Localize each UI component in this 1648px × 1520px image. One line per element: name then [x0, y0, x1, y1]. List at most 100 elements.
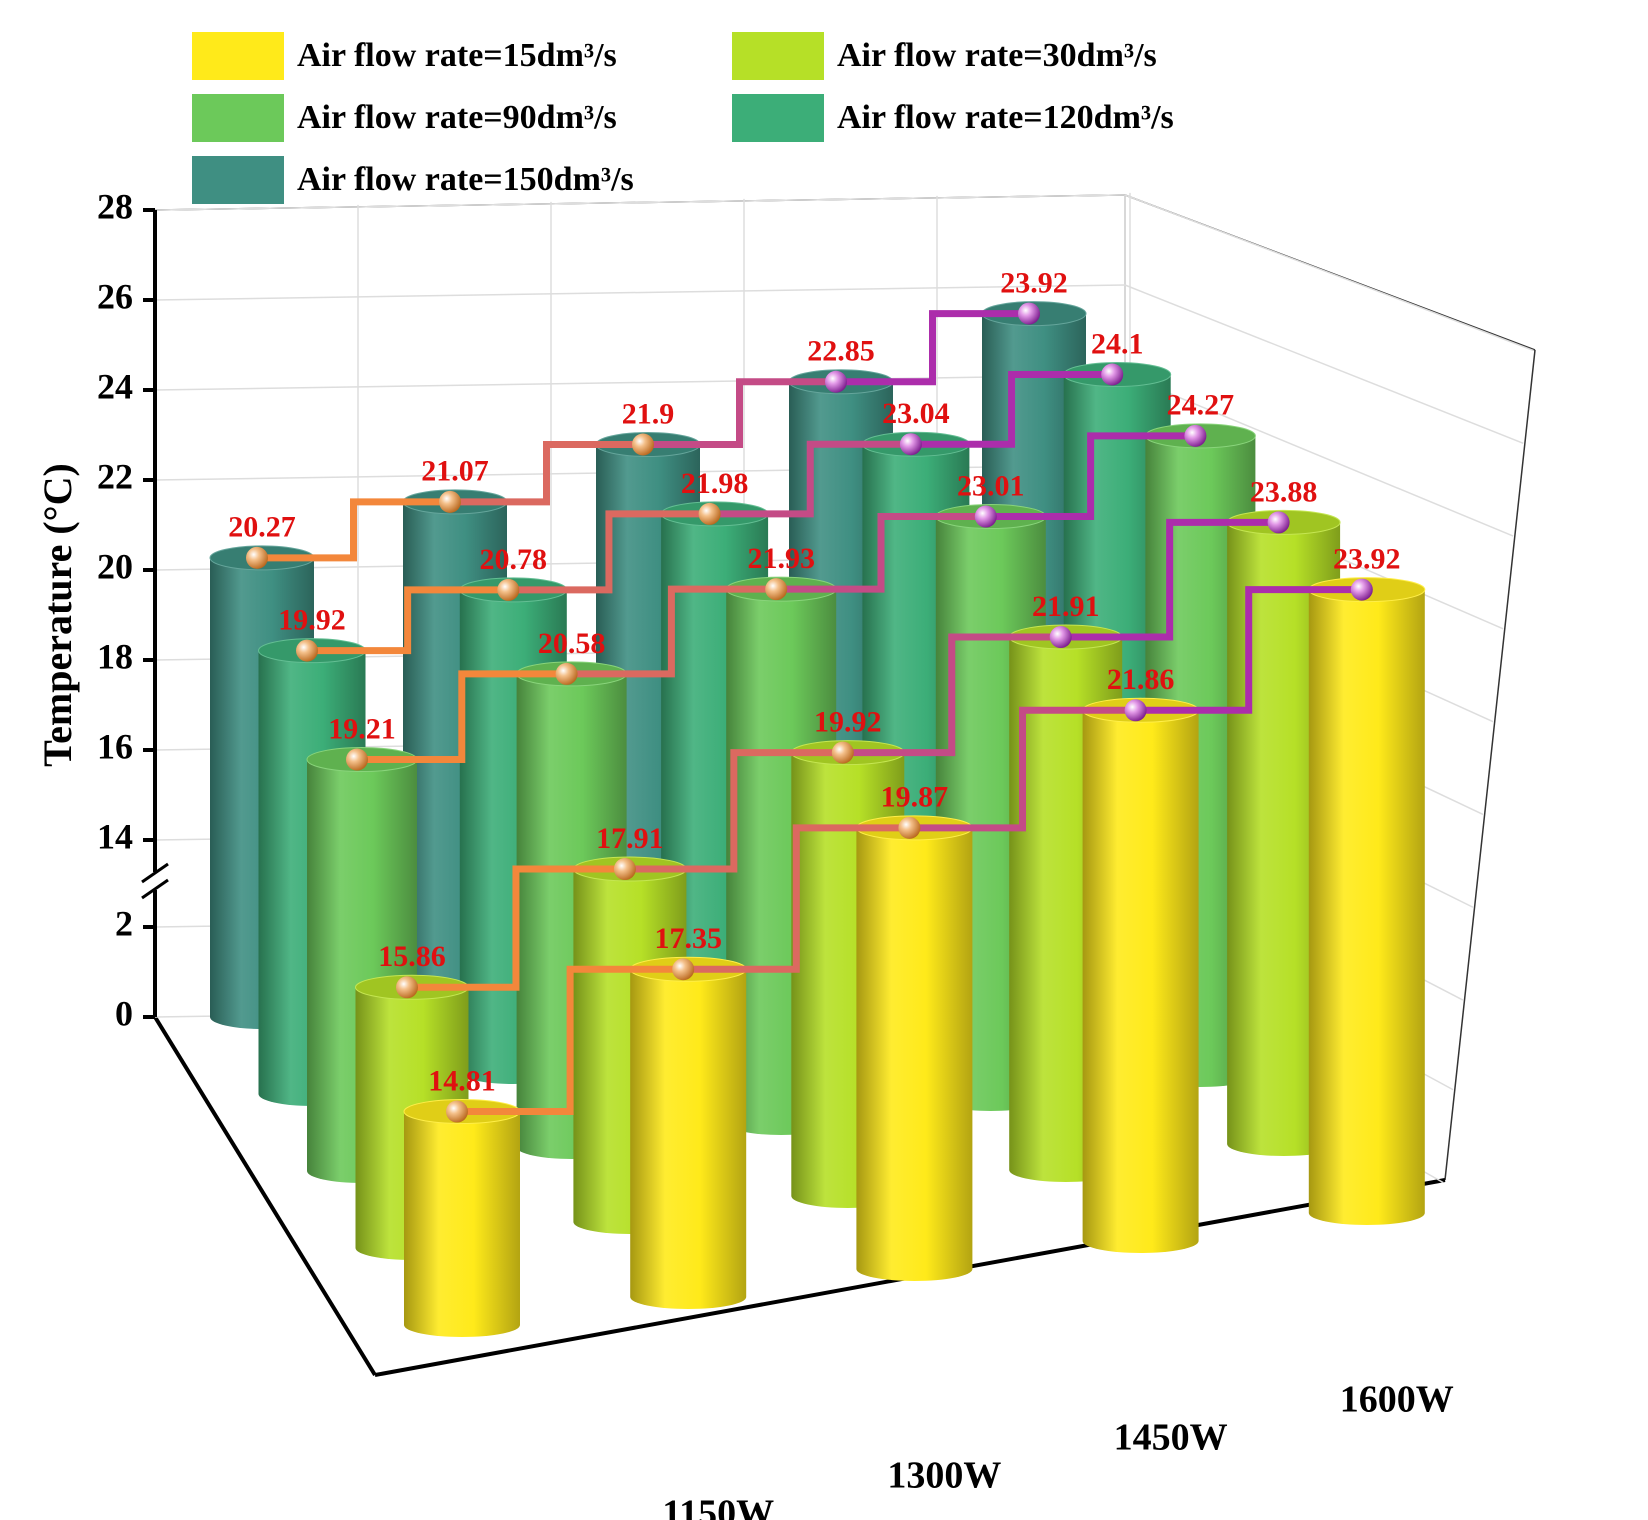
legend-swatch — [732, 94, 824, 142]
data-label: 19.92 — [278, 603, 346, 636]
y-ticks: 0 2 14 16 18 20 22 24 26 28 — [97, 186, 155, 1033]
legend: Air flow rate=15dm³/s Air flow rate=30dm³… — [192, 32, 1174, 204]
y-tick-label: 18 — [97, 636, 133, 676]
cylinder-body — [856, 827, 973, 1281]
marker — [396, 976, 418, 999]
cylinder-body — [1082, 710, 1199, 1253]
data-label: 19.92 — [814, 705, 882, 738]
step-line — [985, 432, 1196, 521]
data-label: 15.86 — [378, 940, 446, 973]
data-label: 21.9 — [622, 397, 675, 430]
x-tick-label: 1300W — [887, 1455, 1001, 1497]
y-tick-label: 16 — [97, 726, 133, 766]
marker — [346, 748, 368, 771]
cylinder-body — [1308, 589, 1425, 1225]
step-line — [357, 670, 567, 764]
marker — [497, 578, 520, 601]
data-label: 23.04 — [882, 397, 950, 430]
grid-line — [154, 194, 1126, 211]
marker — [974, 505, 997, 528]
step-line — [909, 706, 1136, 832]
data-label: 21.91 — [1032, 590, 1100, 623]
marker — [765, 578, 788, 601]
legend-label: Air flow rate=30dm³/s — [837, 37, 1157, 74]
marker — [831, 741, 854, 764]
step-line — [257, 498, 450, 562]
marker — [899, 433, 922, 456]
marker — [1124, 699, 1147, 722]
step-line — [457, 965, 684, 1116]
step-line — [307, 586, 509, 655]
cylinder-body — [404, 1111, 520, 1337]
data-label: 23.92 — [1000, 266, 1068, 299]
y-tick-label: 28 — [97, 186, 133, 226]
step-line — [643, 378, 836, 448]
marker — [296, 639, 318, 662]
y-axis — [141, 210, 169, 1017]
marker — [555, 662, 578, 685]
y-tick-label: 22 — [97, 456, 133, 496]
legend-swatch — [732, 32, 824, 80]
y-tick-label: 26 — [97, 276, 133, 316]
step-line — [1135, 586, 1362, 714]
grid-line — [1124, 284, 1524, 444]
step-line — [566, 585, 777, 678]
data-label: 21.93 — [747, 542, 815, 575]
step-line — [910, 371, 1113, 448]
step-line — [683, 824, 910, 973]
step-line — [624, 749, 843, 873]
marker — [698, 502, 721, 525]
data-label: 21.86 — [1107, 663, 1175, 696]
legend-label: Air flow rate=15dm³/s — [297, 37, 617, 74]
cylinder — [403, 1099, 521, 1337]
marker — [672, 958, 695, 981]
data-label: 19.21 — [328, 712, 396, 745]
x-ticks: 1000W1150W1300W1450W1600W — [662, 1379, 1454, 1520]
step-line — [407, 865, 625, 991]
marker — [825, 370, 847, 393]
y-tick-label: 24 — [97, 366, 133, 406]
cylinder — [855, 815, 973, 1281]
y-axis-title: Temperature (°C) — [35, 463, 80, 767]
marker — [1184, 424, 1207, 447]
legend-swatch — [192, 156, 284, 204]
grid-line — [1124, 374, 1514, 537]
marker — [1101, 363, 1124, 386]
data-label: 20.78 — [480, 543, 548, 576]
grid-line — [154, 374, 1126, 391]
marker — [439, 490, 461, 513]
marker — [613, 858, 636, 881]
data-label: 14.81 — [428, 1064, 496, 1097]
legend-swatch — [192, 94, 284, 142]
cylinder-body — [630, 969, 747, 1309]
marker — [1018, 302, 1040, 325]
cylinder — [1082, 697, 1200, 1253]
step-line — [1060, 518, 1279, 641]
step-line — [508, 510, 710, 594]
cylinder — [1308, 577, 1426, 1225]
data-label: 22.85 — [807, 335, 875, 368]
y-tick-label: 2 — [115, 903, 133, 943]
marker — [1350, 578, 1373, 601]
marker — [898, 816, 921, 839]
step-line — [450, 441, 643, 506]
y-tick-label: 14 — [97, 816, 133, 856]
data-label: 24.27 — [1167, 389, 1235, 422]
marker — [1267, 511, 1290, 534]
y-tick-label: 0 — [115, 993, 133, 1033]
step-line — [836, 310, 1029, 386]
x-tick-label: 1600W — [1340, 1379, 1454, 1421]
grid-line — [1124, 194, 1534, 352]
data-label: 23.92 — [1333, 542, 1401, 575]
data-label: 23.01 — [957, 469, 1025, 502]
data-label: 17.35 — [654, 922, 722, 955]
plot-area — [209, 301, 1426, 1337]
x-tick-label: 1150W — [662, 1493, 774, 1520]
data-labels: 20.27 21.07 21.9 22.85 23.92 19.92 20.78 21.98 2… — [228, 266, 1400, 1097]
data-label: 21.98 — [681, 467, 749, 500]
step-line — [842, 633, 1061, 757]
grid-line — [154, 284, 1126, 301]
data-label: 20.58 — [538, 627, 606, 660]
legend-label: Air flow rate=90dm³/s — [297, 99, 617, 136]
